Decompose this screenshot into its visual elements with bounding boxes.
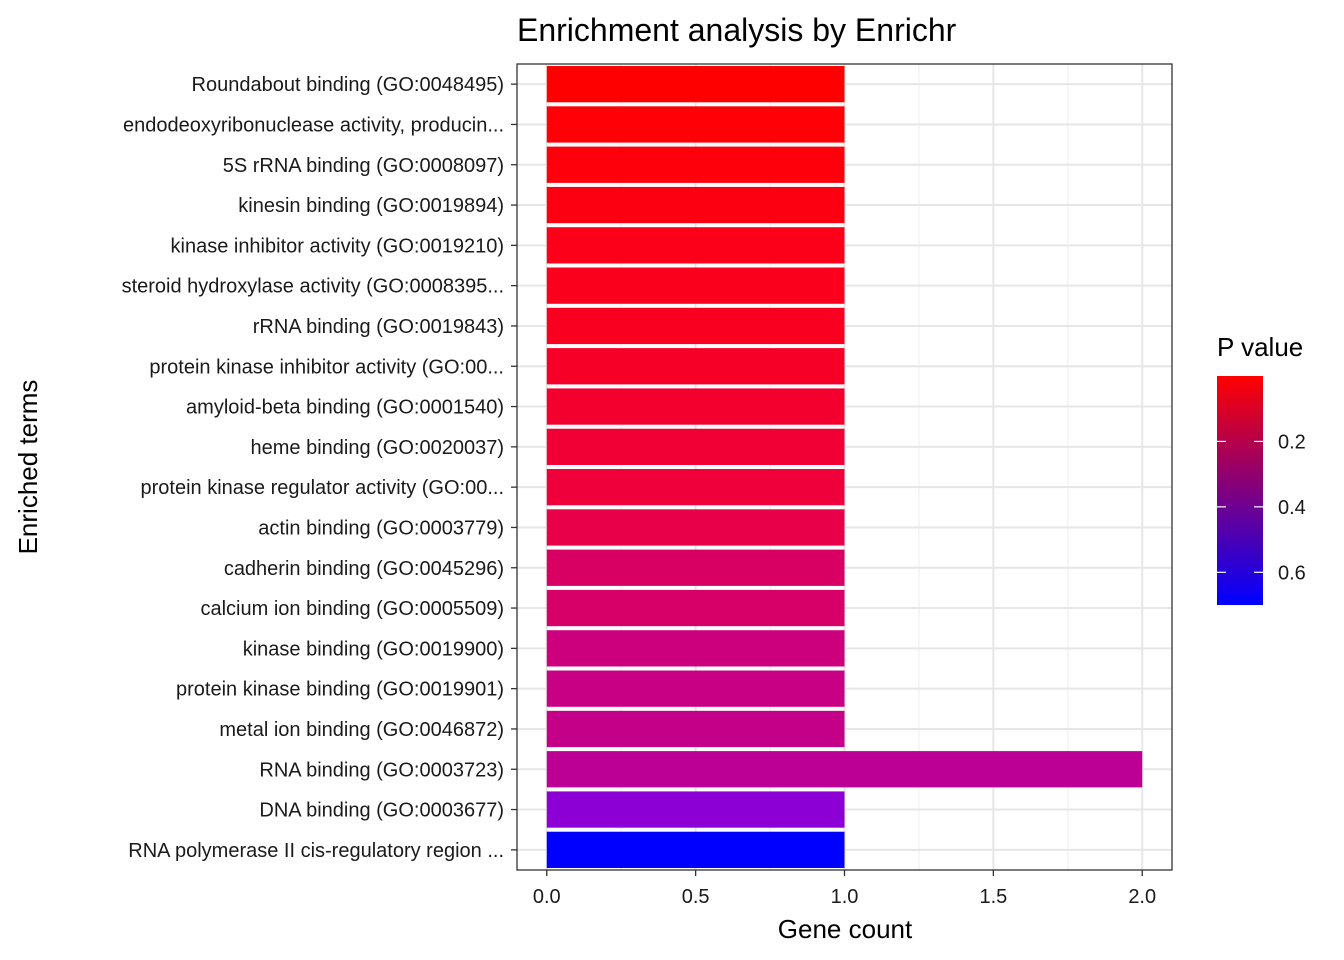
legend: P value 0.2 0.4 0.6 <box>1217 332 1306 605</box>
y-tick-label: DNA binding (GO:0003677) <box>259 800 504 822</box>
bar <box>546 630 845 667</box>
y-tick-label: amyloid-beta binding (GO:0001540) <box>186 397 504 419</box>
legend-colorbar <box>1217 376 1263 605</box>
bar <box>546 186 845 224</box>
legend-title: P value <box>1217 332 1303 362</box>
bar <box>546 710 845 748</box>
bar <box>546 388 845 425</box>
y-tick-label: heme binding (GO:0020037) <box>251 437 505 459</box>
y-tick-label: protein kinase binding (GO:0019901) <box>176 679 504 701</box>
bar <box>546 791 845 828</box>
y-tick-label: endodeoxyribonuclease activity, producin… <box>123 114 504 136</box>
legend-tick-label: 0.6 <box>1278 562 1306 584</box>
bar <box>546 66 845 103</box>
bar <box>546 348 845 385</box>
y-tick-label: metal ion binding (GO:0046872) <box>219 719 504 741</box>
y-tick-label: protein kinase inhibitor activity (GO:00… <box>149 356 504 378</box>
y-tick-label: cadherin binding (GO:0045296) <box>224 558 504 580</box>
bar <box>546 106 845 143</box>
x-axis: 0.0 0.5 1.0 1.5 2.0 <box>533 870 1156 908</box>
y-tick-label: RNA polymerase II cis-regulatory region … <box>128 840 504 862</box>
bar <box>546 146 845 183</box>
bars <box>546 66 1143 868</box>
y-tick-label: calcium ion binding (GO:0005509) <box>200 598 504 620</box>
y-axis-title: Enriched terms <box>13 380 43 555</box>
legend-tick-label: 0.4 <box>1278 497 1306 519</box>
y-tick-label: kinesin binding (GO:0019894) <box>238 195 504 217</box>
x-tick-label: 0.5 <box>682 886 710 908</box>
bar <box>546 428 845 465</box>
bar <box>546 670 845 707</box>
y-tick-label: kinase inhibitor activity (GO:0019210) <box>171 235 505 257</box>
bar <box>546 831 845 868</box>
bar <box>546 307 845 345</box>
x-tick-label: 1.0 <box>831 886 859 908</box>
legend-tick-label: 0.2 <box>1278 431 1306 453</box>
bar <box>546 589 845 627</box>
legend-ticks: 0.2 0.4 0.6 <box>1217 431 1306 584</box>
y-tick-label: rRNA binding (GO:0019843) <box>253 316 504 338</box>
y-tick-label: actin binding (GO:0003779) <box>258 517 504 539</box>
bar <box>546 751 1143 788</box>
y-tick-label: kinase binding (GO:0019900) <box>243 638 504 660</box>
bar <box>546 469 845 506</box>
y-tick-label: protein kinase regulator activity (GO:00… <box>141 477 505 499</box>
y-axis: Roundabout binding (GO:0048495) endodeoxy… <box>122 74 517 862</box>
bar <box>546 267 845 304</box>
chart-title: Enrichment analysis by Enrichr <box>517 12 957 48</box>
y-tick-label: RNA binding (GO:0003723) <box>259 759 504 781</box>
x-tick-label: 0.0 <box>533 886 561 908</box>
x-axis-title: Gene count <box>778 914 913 944</box>
x-tick-label: 1.5 <box>979 886 1007 908</box>
bar <box>546 509 845 546</box>
y-tick-label: 5S rRNA binding (GO:0008097) <box>223 155 504 177</box>
y-tick-label: steroid hydroxylase activity (GO:0008395… <box>122 276 504 298</box>
y-tick-label: Roundabout binding (GO:0048495) <box>192 74 504 96</box>
x-tick-label: 2.0 <box>1128 886 1156 908</box>
plot-panel <box>516 63 1173 871</box>
bar <box>546 227 845 264</box>
bar <box>546 549 845 586</box>
